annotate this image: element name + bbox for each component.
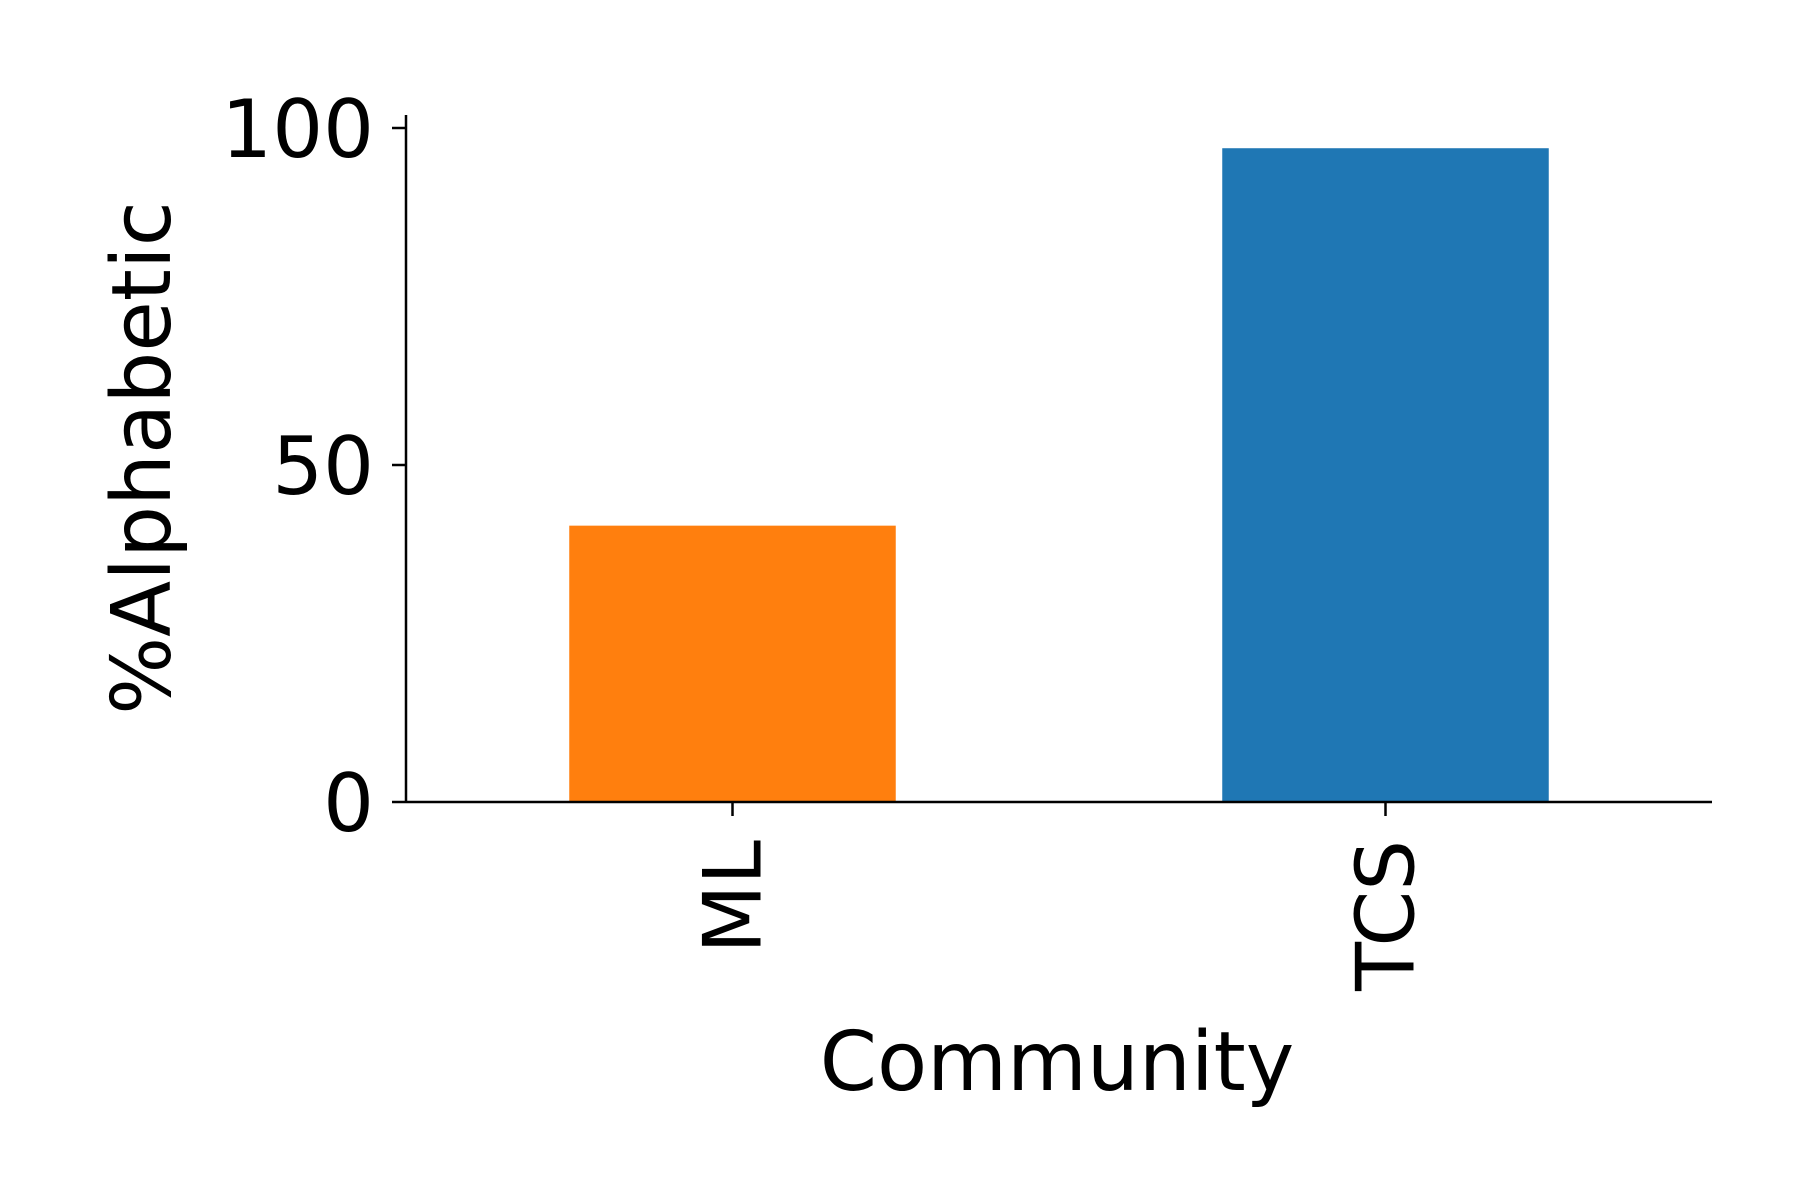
x-axis-label: Community [820, 1015, 1295, 1110]
bar-tcs [1222, 148, 1549, 803]
x-tick-label: ML [687, 840, 780, 954]
plot-area [569, 148, 1549, 803]
y-tick-label: 100 [221, 83, 374, 176]
y-tick-label: 50 [272, 420, 374, 513]
bar-ml [569, 525, 896, 802]
y-axis-label: %Alphabetic [95, 201, 190, 715]
x-tick-label: TCS [1340, 840, 1433, 992]
y-axis-ticks: 0 50 100 [221, 83, 406, 850]
x-axis-ticks: ML TCS [687, 802, 1433, 992]
y-tick-label: 0 [323, 757, 374, 850]
